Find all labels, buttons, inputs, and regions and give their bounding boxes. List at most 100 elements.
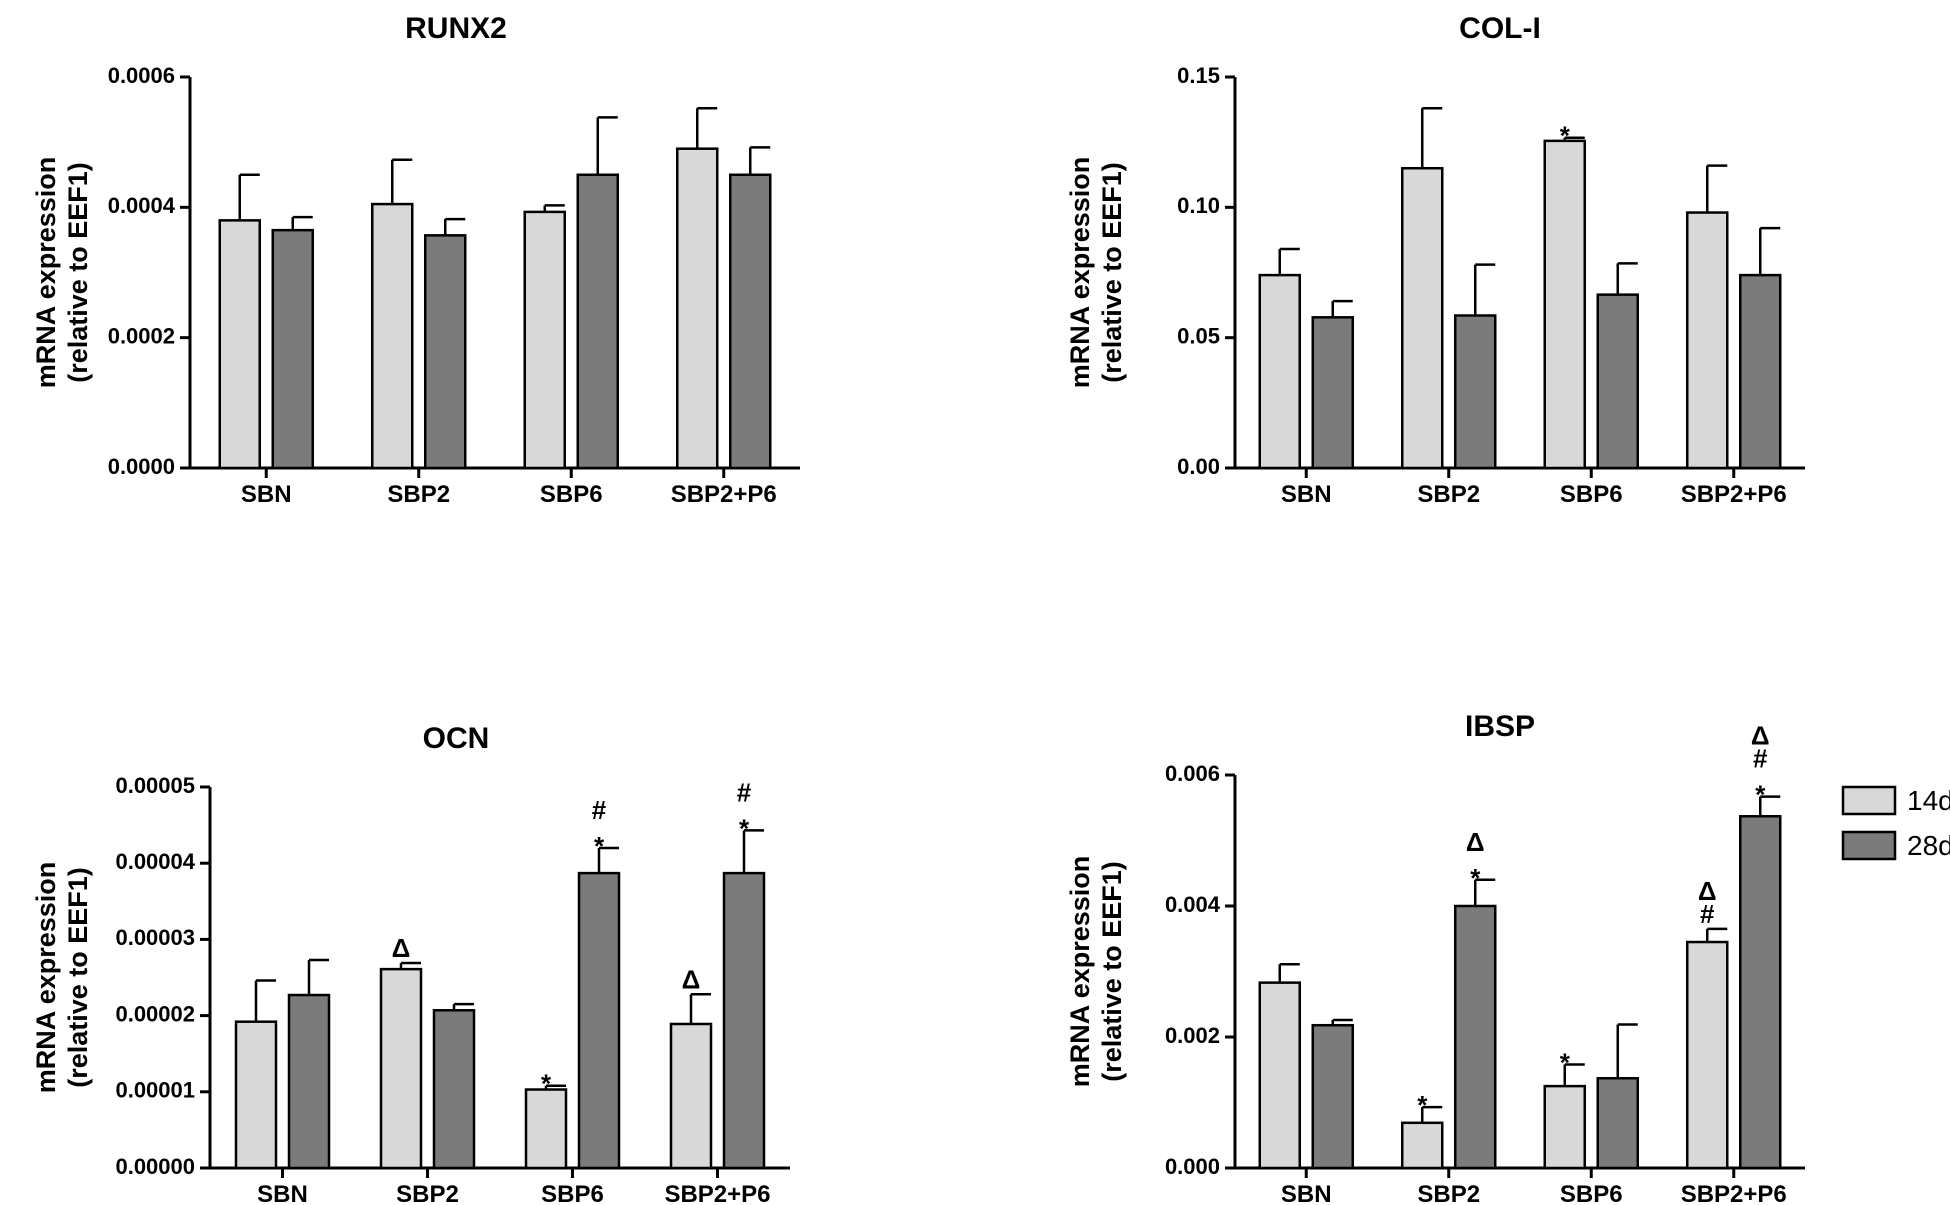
y-tick-label: 0.00004 [115, 849, 195, 874]
chart-panel-ibsp: IBSP mRNA expression (relative to EEF1) 0.0… [1065, 710, 1805, 1205]
bar-col-i-28d-sbp2 [1454, 314, 1497, 470]
y-axis-label: mRNA expression [31, 862, 61, 1094]
y-tick-label: 0.002 [1165, 1023, 1220, 1048]
significance-marker: Δ [1466, 827, 1485, 857]
legend: 14d 28d [1841, 785, 1950, 861]
significance-marker: * [739, 813, 750, 843]
bar-ocn-14d-sbp2 [379, 967, 423, 1170]
y-axis-label: mRNA expression [1065, 856, 1095, 1088]
chart-title: RUNX2 [405, 12, 507, 45]
chart-panel-ocn: OCN mRNA expression (relative to EEF1) 0.00… [31, 722, 790, 1205]
bar-runx2-14d-sbp2 [371, 202, 414, 470]
y-tick-label: 0.0004 [108, 193, 176, 218]
y-axis-label: (relative to EEF1) [1097, 861, 1127, 1082]
x-tick-label: SBP2+P6 [1681, 481, 1787, 508]
bar-runx2-14d-sbp6 [523, 210, 566, 470]
bar-ibsp-28d-sbn [1311, 1023, 1354, 1170]
x-tick-label: SBP2 [1417, 1181, 1480, 1205]
x-tick-label: SBP6 [541, 1181, 604, 1205]
bar-runx2-28d-sbp2-p6 [729, 173, 772, 470]
significance-marker: * [1470, 863, 1481, 893]
bar-ocn-28d-sbp6 [577, 871, 621, 1170]
legend-label-28d: 28d [1907, 830, 1950, 861]
x-tick-label: SBP6 [1560, 1181, 1623, 1205]
bar-col-i-28d-sbp6 [1596, 293, 1639, 470]
y-tick-label: 0.15 [1177, 63, 1220, 88]
significance-marker: * [594, 831, 605, 861]
x-tick-label: SBP2+P6 [671, 481, 777, 508]
y-tick-label: 0.006 [1165, 761, 1220, 786]
x-tick-label: SBP2+P6 [664, 1181, 770, 1205]
x-tick-label: SBP2 [1417, 481, 1480, 508]
bar-col-i-14d-sbp2 [1401, 166, 1444, 470]
bar-col-i-28d-sbp2-p6 [1739, 273, 1782, 470]
significance-marker: Δ [682, 964, 701, 994]
x-tick-label: SBN [257, 1181, 308, 1205]
chart-title: COL-I [1459, 12, 1541, 45]
bar-ocn-28d-sbn [287, 993, 331, 1170]
y-tick-label: 0.004 [1165, 892, 1221, 917]
x-tick-label: SBN [1281, 1181, 1332, 1205]
significance-marker: Δ [1751, 721, 1770, 751]
bar-ocn-14d-sbp2-p6 [669, 1022, 713, 1170]
y-tick-label: 0.00000 [115, 1154, 195, 1179]
x-tick-label: SBP2+P6 [1681, 1181, 1787, 1205]
y-tick-label: 0.00002 [115, 1001, 195, 1026]
bar-col-i-14d-sbn [1258, 273, 1301, 470]
bar-ibsp-28d-sbp2 [1454, 904, 1497, 1170]
significance-marker: # [1753, 744, 1768, 774]
significance-marker: * [1560, 121, 1571, 151]
y-tick-label: 0.0006 [108, 63, 175, 88]
bar-ibsp-14d-sbp2 [1401, 1121, 1444, 1170]
legend-swatch-28d [1841, 830, 1897, 861]
bar-col-i-14d-sbp2-p6 [1686, 211, 1729, 470]
bar-col-i-28d-sbn [1311, 316, 1354, 470]
bar-runx2-14d-sbp2-p6 [676, 147, 719, 470]
legend-label-14d: 14d [1907, 785, 1950, 816]
y-tick-label: 0.0000 [108, 454, 175, 479]
y-axis-label: (relative to EEF1) [1097, 162, 1127, 383]
bar-runx2-28d-sbp2 [424, 234, 467, 470]
bar-ibsp-28d-sbp6 [1596, 1077, 1639, 1170]
bar-runx2-28d-sbn [271, 228, 314, 470]
y-tick-label: 0.00 [1177, 454, 1220, 479]
chart-panel-runx2: RUNX2 mRNA expression (relative to EEF1) 0.… [31, 12, 800, 508]
significance-marker: * [541, 1069, 552, 1099]
significance-marker: Δ [1698, 876, 1717, 906]
bar-runx2-14d-sbn [218, 219, 261, 470]
y-axis-label: (relative to EEF1) [63, 162, 93, 383]
y-tick-label: 0.000 [1165, 1154, 1220, 1179]
legend-swatch-14d [1841, 785, 1897, 816]
bar-ocn-14d-sbn [234, 1020, 278, 1170]
bar-ibsp-14d-sbp6 [1543, 1084, 1586, 1170]
bar-ocn-14d-sbp6 [524, 1088, 568, 1170]
bar-ibsp-28d-sbp2-p6 [1739, 815, 1782, 1170]
y-tick-label: 0.00005 [115, 773, 195, 798]
x-tick-label: SBP6 [1560, 481, 1623, 508]
x-tick-label: SBP6 [540, 481, 603, 508]
x-tick-label: SBP2 [396, 1181, 459, 1205]
y-axis-label: mRNA expression [1065, 157, 1095, 389]
significance-marker: * [1417, 1090, 1428, 1120]
significance-marker: # [592, 795, 607, 825]
chart-panel-col-i: COL-I mRNA expression (relative to EEF1) 0.… [1065, 12, 1805, 508]
y-tick-label: 0.05 [1177, 323, 1220, 348]
bar-col-i-14d-sbp6 [1543, 139, 1586, 470]
significance-marker: # [737, 777, 752, 807]
bar-runx2-28d-sbp6 [576, 173, 619, 470]
y-tick-label: 0.00003 [115, 925, 195, 950]
bar-ibsp-14d-sbn [1258, 981, 1301, 1170]
y-axis-label: mRNA expression [31, 157, 61, 389]
x-tick-label: SBN [1281, 481, 1332, 508]
y-tick-label: 0.10 [1177, 193, 1220, 218]
chart-title: OCN [423, 722, 490, 755]
y-tick-label: 0.00001 [115, 1078, 195, 1103]
x-tick-label: SBP2 [387, 481, 450, 508]
bar-ocn-28d-sbp2 [432, 1009, 476, 1170]
y-axis-label: (relative to EEF1) [63, 867, 93, 1088]
chart-title: IBSP [1465, 710, 1535, 743]
significance-marker: # [1700, 899, 1715, 929]
significance-marker: Δ [392, 933, 411, 963]
bar-ibsp-14d-sbp2-p6 [1686, 940, 1729, 1170]
